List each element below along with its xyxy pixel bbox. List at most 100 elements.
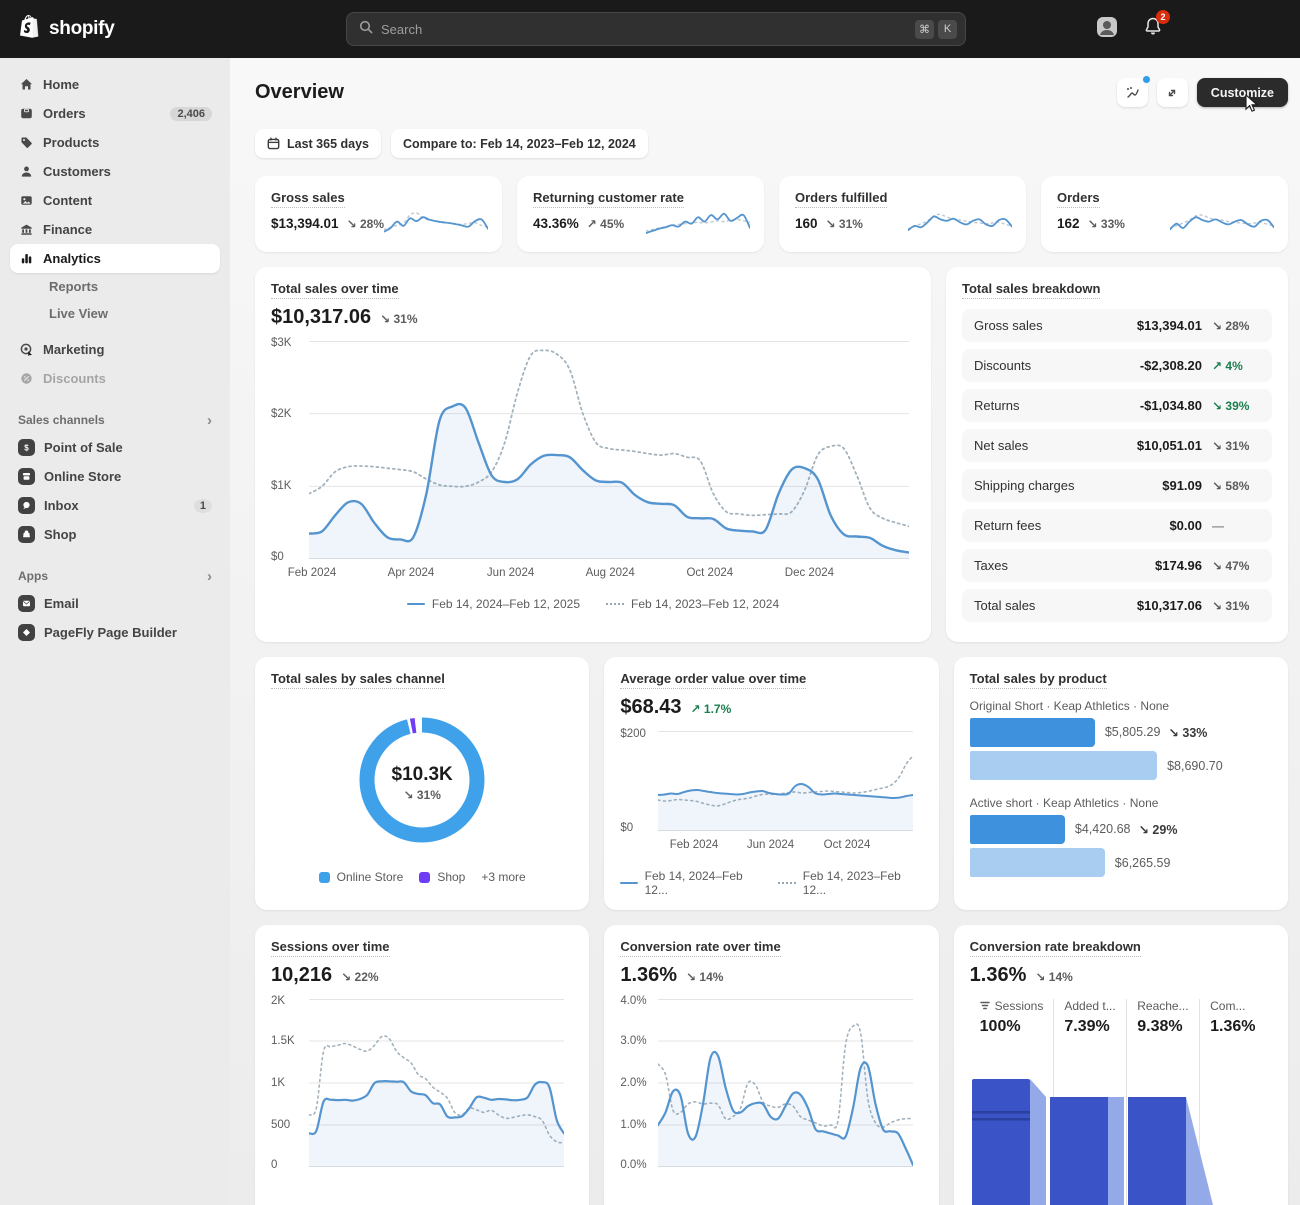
funnel-step-sessions[interactable]: Sessions 100% [979,999,1044,1035]
command-key: ⌘ [915,19,934,39]
chevron-right-icon: › [207,567,212,585]
sidebar-item-email[interactable]: Email [10,589,220,618]
current-period-bar[interactable] [969,718,1095,747]
sidebar-item-online-store[interactable]: Online Store [10,462,220,491]
sidebar-item-orders[interactable]: Orders 2,406 [10,99,220,128]
compare-label: Compare to: Feb 14, 2023–Feb 12, 2024 [403,136,636,151]
product-label: Original Short · Keap Athletics · None [969,699,1170,713]
compare-filter[interactable]: Compare to: Feb 14, 2023–Feb 12, 2024 [391,129,648,158]
date-range-filter[interactable]: Last 365 days [255,129,381,158]
sidebar-item-label: Point of Sale [44,440,123,455]
breakdown-row[interactable]: Total sales $10,317.06 ↘ 31% [962,589,1272,622]
sidebar-item-inbox[interactable]: Inbox 1 [10,491,220,520]
avatar-icon[interactable] [1096,16,1118,43]
content-icon [18,194,34,207]
card-title: Total sales breakdown [962,281,1101,299]
analytics-icon [18,252,34,265]
conversion-breakdown-card[interactable]: Conversion rate breakdown 1.36% ↘ 14% Se… [953,925,1288,1205]
kpi-title: Orders fulfilled [795,190,888,208]
sidebar-item-customers[interactable]: Customers [10,157,220,186]
customize-button[interactable]: Customize [1196,78,1288,107]
sidebar-item-marketing[interactable]: Marketing [10,335,220,364]
average-order-value-card[interactable]: Average order value over time $68.43 ↗ 1… [604,657,939,910]
card-title: Total sales by product [969,671,1107,689]
online-store-swatch [318,871,330,883]
breakdown-row[interactable]: Taxes $174.96 ↘ 47% [962,549,1272,582]
sidebar-item-live-view[interactable]: Live View [10,300,220,327]
y-axis-labels: $3K $2K $1K $0 [271,337,292,563]
product-group: Active short · Keap Athletics · None $4,… [969,796,1272,877]
funnel-delta: ↘ 14% [1035,970,1073,984]
kpi-card-orders[interactable]: Orders 162 ↘ 33% [1041,176,1288,252]
expand-icon [1169,89,1176,96]
kpi-card-gross-sales[interactable]: Gross sales $13,394.01 ↘ 28% [255,176,502,252]
orders-fulfilled-sparkline [908,213,1012,232]
new-indicator-dot [1141,75,1151,84]
breakdown-row[interactable]: Shipping charges $91.09 ↘ 58% [962,469,1272,502]
sessions-value: 10,216 [271,964,333,986]
search-icon [359,20,373,39]
date-range-label: Last 365 days [287,136,369,151]
sessions-line-chart [309,999,564,1167]
donut-center: $10.3K ↘ 31% [391,763,453,802]
sidebar-item-label: Reports [49,279,99,294]
product-label: Active short · Keap Athletics · None [969,796,1159,810]
total-sales-breakdown-card[interactable]: Total sales breakdown Gross sales $13,394… [946,267,1288,642]
notifications-button[interactable]: 2 [1144,10,1170,41]
funnel-step-reached-checkout[interactable]: Reache... 9.38% [1126,999,1199,1205]
sidebar-item-home[interactable]: Home [10,70,220,99]
sidebar-section-sales-channels[interactable]: Sales channels › [10,407,220,433]
breakdown-row[interactable]: Gross sales $13,394.01 ↘ 28% [962,309,1272,342]
pagefly-icon [18,624,35,641]
previous-period-swatch [606,603,624,605]
breakdown-row[interactable]: Returns -$1,034.80 ↘ 39% [962,389,1272,422]
previous-period-bar[interactable] [969,848,1105,877]
insights-button[interactable] [1116,75,1151,107]
funnel-icon [979,1001,990,1009]
discounts-icon [18,372,34,385]
sidebar-item-shop[interactable]: Shop [10,520,220,549]
sidebar-item-discounts[interactable]: Discounts [10,364,220,393]
conversion-line-chart [658,999,914,1167]
sidebar-item-label: Customers [43,164,111,179]
sidebar-item-finance[interactable]: Finance [10,215,220,244]
card-title: Total sales by sales channel [271,671,445,689]
expand-button[interactable] [1156,78,1188,107]
sidebar-item-products[interactable]: Products [10,128,220,157]
sidebar-item-content[interactable]: Content [10,186,220,215]
breakdown-row[interactable]: Discounts -$2,308.20 ↗ 4% [962,349,1272,382]
conversion-rate-card[interactable]: Conversion rate over time 1.36% ↘ 14% 4.… [604,925,939,1205]
shop-swatch [419,871,431,883]
breakdown-row[interactable]: Return fees $0.00— [962,509,1272,542]
kpi-card-orders-fulfilled[interactable]: Orders fulfilled 160 ↘ 31% [779,176,1026,252]
kpi-delta: ↘ 33% [1087,217,1125,231]
chart-legend: Feb 14, 2024–Feb 12... Feb 14, 2023–Feb … [620,869,922,897]
sales-by-channel-card[interactable]: Total sales by sales channel $10.3K ↘ 31… [255,657,590,910]
breakdown-row[interactable]: Net sales $10,051.01 ↘ 31% [962,429,1272,462]
sales-by-product-card[interactable]: Total sales by product Original Short · … [953,657,1288,910]
sidebar-item-analytics[interactable]: Analytics [10,244,220,273]
previous-period-bar[interactable] [969,751,1158,780]
topbar: shopify Search ⌘ K 2 [0,0,1300,58]
current-period-bar[interactable] [969,815,1065,844]
sessions-over-time-card[interactable]: Sessions over time 10,216 ↘ 22% 2K 1.5K … [255,925,590,1205]
global-search-input[interactable]: Search ⌘ K [346,12,966,46]
sidebar-item-pagefly[interactable]: PageFly Page Builder [10,618,220,647]
sidebar-item-reports[interactable]: Reports [10,273,220,300]
sidebar-item-point-of-sale[interactable]: $ Point of Sale [10,433,220,462]
conversion-delta: ↘ 14% [686,970,724,984]
card-title: Total sales over time [271,281,399,299]
card-title: Conversion rate breakdown [969,939,1141,957]
sidebar-section-apps[interactable]: Apps › [10,563,220,589]
total-sales-over-time-card[interactable]: Total sales over time $10,317.06 ↘ 31% $… [255,267,931,642]
sidebar-item-label: Orders [43,106,86,121]
funnel-step-completed[interactable]: Com... 1.36% [1199,999,1272,1205]
y-axis-labels: $200 $0 [620,728,646,834]
y-axis-labels: 4.0% 3.0% 2.0% 1.0% 0.0% [620,994,647,1172]
conversion-value: 1.36% [620,964,678,986]
shopify-logo[interactable]: shopify [18,14,230,45]
total-sales-value: $10,317.06 [271,306,372,328]
point-of-sale-icon: $ [18,439,35,456]
kpi-card-returning-customer-rate[interactable]: Returning customer rate 43.36% ↗ 45% [517,176,764,252]
total-sales-delta: ↘ 31% [380,312,418,326]
